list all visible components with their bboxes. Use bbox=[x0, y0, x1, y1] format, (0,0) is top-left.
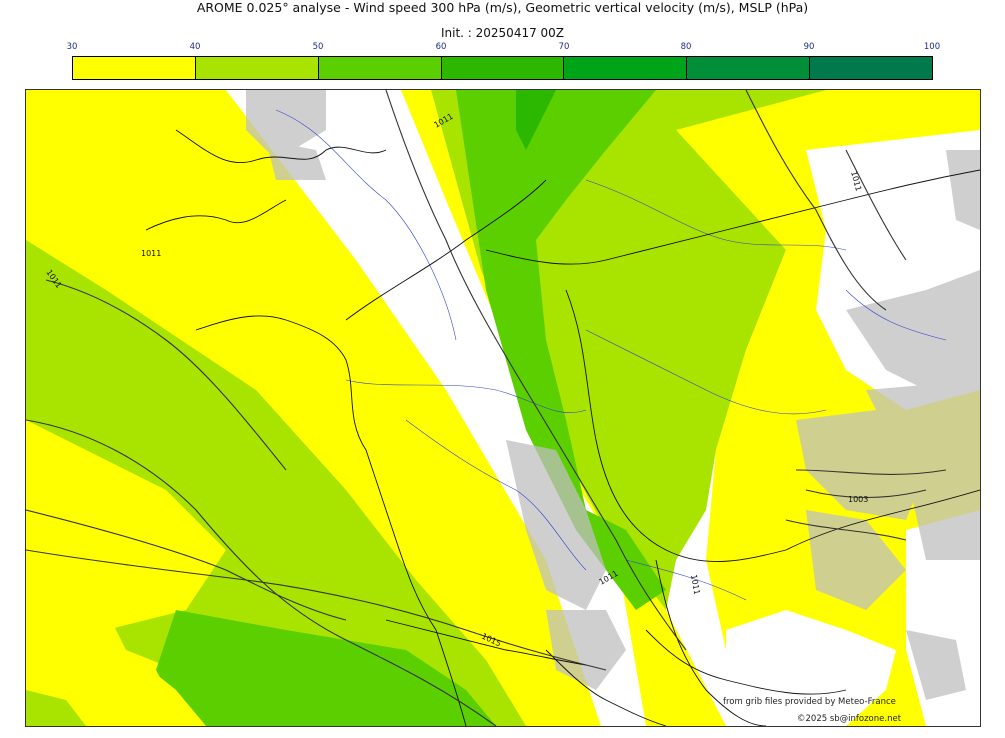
border bbox=[385, 619, 587, 666]
vv-patch bbox=[906, 460, 980, 560]
isobar-label: 1003 bbox=[848, 495, 868, 504]
river bbox=[845, 289, 947, 341]
map-panel: 1011 1011 1011 1011 1011 1011 1015 1003 bbox=[25, 89, 981, 727]
border bbox=[785, 489, 980, 551]
vv-patch bbox=[246, 90, 326, 160]
colorbar-tick: 100 bbox=[923, 42, 941, 52]
wind-band-50-60-southwest bbox=[156, 610, 496, 726]
colorbar-tick: 50 bbox=[312, 42, 324, 52]
wind-band-30-40-pocket bbox=[26, 420, 226, 630]
coastlines-borders bbox=[145, 129, 980, 726]
colorbar-segment bbox=[564, 57, 688, 79]
wind-band-60-70-streak bbox=[516, 90, 556, 150]
colorbar-segment bbox=[195, 57, 319, 79]
colorbar-tick: 40 bbox=[189, 42, 201, 52]
river bbox=[585, 329, 827, 415]
river bbox=[275, 109, 457, 341]
colorbar-segment bbox=[73, 57, 196, 79]
isobar bbox=[745, 90, 887, 311]
vv-patch bbox=[796, 410, 926, 520]
vv-patch bbox=[946, 150, 980, 230]
river bbox=[625, 559, 747, 601]
vv-patch bbox=[266, 140, 326, 180]
isobars bbox=[26, 90, 947, 726]
colorbar-tick: 60 bbox=[435, 42, 447, 52]
coastline bbox=[175, 129, 387, 164]
isobar-label: 1011 bbox=[689, 574, 701, 596]
isobar bbox=[785, 519, 907, 541]
vv-patch bbox=[806, 510, 906, 610]
river bbox=[345, 379, 587, 414]
isobar bbox=[45, 279, 287, 471]
source-credit: from grib files provided by Meteo-France bbox=[723, 697, 896, 707]
coastline bbox=[195, 315, 467, 726]
isobar bbox=[26, 549, 607, 671]
river bbox=[585, 179, 847, 251]
colorbar-tick: 30 bbox=[66, 42, 78, 52]
map-svg: 1011 1011 1011 1011 1011 1011 1015 1003 bbox=[26, 90, 980, 726]
colorbar-segment bbox=[810, 57, 933, 79]
isobar bbox=[795, 469, 947, 475]
wind-band-50-60-jet bbox=[456, 90, 666, 610]
vv-patch bbox=[906, 630, 966, 700]
coastline bbox=[345, 179, 547, 321]
colorbar-tick: 90 bbox=[803, 42, 815, 52]
isobar bbox=[805, 489, 927, 499]
coastline bbox=[545, 649, 667, 726]
isobar bbox=[26, 509, 347, 621]
map-title: AROME 0.025° analyse - Wind speed 300 hP… bbox=[196, 0, 809, 15]
rivers bbox=[275, 109, 947, 601]
wind-band-30-40-east-edge bbox=[401, 90, 726, 726]
border bbox=[645, 629, 847, 695]
copyright-credit: ©2025 sb@infozone.net bbox=[797, 714, 902, 724]
colorbar-segment bbox=[687, 57, 811, 79]
vv-patch bbox=[866, 380, 980, 470]
colorbar-segment bbox=[441, 57, 565, 79]
init-time: Init. : 20250417 00Z bbox=[440, 26, 565, 40]
colorbar-ticks: 30 40 50 60 70 80 90 100 bbox=[67, 42, 941, 54]
border bbox=[565, 289, 787, 562]
isobar bbox=[845, 149, 907, 261]
colorbar-tick: 70 bbox=[558, 42, 570, 52]
colorbar bbox=[72, 56, 933, 80]
wind-band-30-40-southwest bbox=[26, 570, 206, 726]
border bbox=[655, 559, 767, 726]
calm-zone-southeast bbox=[726, 610, 896, 726]
border bbox=[485, 169, 980, 265]
vv-patch bbox=[506, 440, 606, 610]
colorbar-tick: 80 bbox=[680, 42, 692, 52]
coastline bbox=[145, 199, 287, 231]
isobar-label: 1011 bbox=[141, 249, 161, 258]
river bbox=[405, 419, 587, 571]
vv-patch bbox=[846, 270, 980, 420]
isobar bbox=[385, 90, 687, 651]
colorbar-segment bbox=[318, 57, 442, 79]
wind-band-40-50-corner bbox=[26, 690, 86, 726]
